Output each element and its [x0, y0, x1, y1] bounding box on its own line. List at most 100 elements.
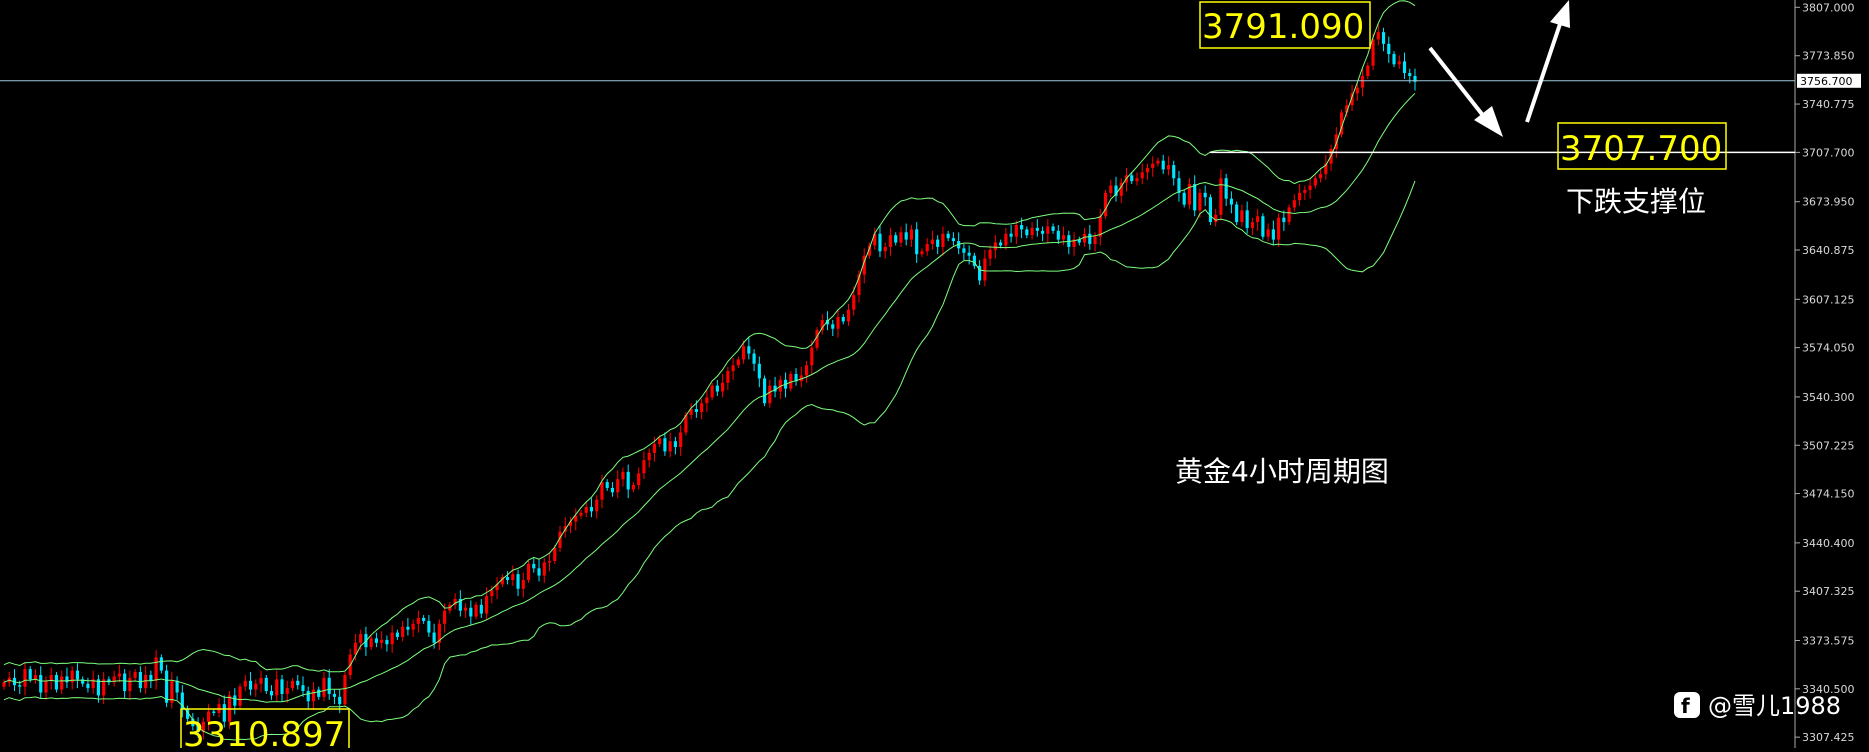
candle — [768, 385, 772, 404]
candle — [479, 604, 483, 614]
candle — [1350, 93, 1354, 106]
candle — [621, 471, 625, 480]
y-tick-label: 3807.000 — [1802, 1, 1855, 14]
candle — [432, 632, 436, 643]
candle — [1182, 192, 1186, 205]
candle — [170, 680, 174, 703]
candle — [1397, 61, 1401, 65]
y-tick-label: 3640.875 — [1802, 244, 1855, 257]
candle — [710, 385, 714, 398]
candle — [1324, 163, 1328, 174]
candle — [1371, 39, 1375, 66]
candle — [1319, 173, 1323, 179]
candle — [1308, 185, 1312, 190]
candle — [1366, 65, 1370, 76]
candle — [469, 607, 473, 617]
candle — [453, 598, 457, 605]
candle — [123, 673, 127, 692]
candle — [222, 704, 226, 722]
y-tick-label: 3307.425 — [1802, 731, 1855, 744]
candle — [600, 482, 604, 500]
candle — [1035, 227, 1039, 231]
candle — [773, 385, 777, 392]
chart-title: 黄金4小时周期图 — [1175, 455, 1389, 488]
candle — [715, 385, 719, 392]
candle — [1198, 192, 1202, 211]
candle — [133, 672, 137, 678]
candle — [112, 676, 116, 683]
y-tick-label: 3440.400 — [1802, 537, 1855, 550]
candle — [1135, 178, 1139, 182]
candle — [301, 685, 305, 692]
candle — [212, 711, 216, 713]
candle — [1203, 192, 1207, 198]
bollinger-upper-band — [3, 0, 1416, 673]
candle — [946, 233, 950, 239]
candle — [374, 638, 378, 643]
candle — [794, 374, 798, 382]
candle — [574, 515, 578, 522]
candle — [490, 590, 494, 597]
candle — [1208, 197, 1213, 223]
bollinger-bands-layer — [3, 0, 1416, 741]
candle — [1025, 229, 1029, 236]
candle — [558, 531, 562, 548]
candle — [107, 679, 111, 683]
candle — [380, 639, 384, 643]
candle — [1114, 185, 1118, 196]
candle — [610, 487, 615, 493]
weibo-icon: f — [1674, 692, 1700, 718]
candle — [857, 274, 861, 296]
candle — [673, 441, 677, 448]
candle — [983, 258, 987, 281]
candle — [60, 676, 64, 690]
candle — [495, 584, 499, 591]
candle — [1298, 192, 1302, 201]
candle — [259, 677, 263, 684]
y-tick-label: 3707.700 — [1802, 146, 1855, 159]
candle — [1413, 75, 1417, 82]
candle — [852, 295, 856, 310]
candle — [427, 620, 431, 633]
candle — [33, 674, 38, 680]
candle — [925, 243, 929, 252]
y-tick-label: 3740.775 — [1802, 98, 1855, 111]
y-tick-label: 3540.300 — [1802, 391, 1855, 404]
candle — [1020, 224, 1024, 230]
candle — [804, 365, 809, 376]
candle — [1240, 210, 1244, 223]
candle — [149, 674, 153, 681]
candle — [243, 680, 247, 687]
candle — [642, 460, 646, 474]
candle — [443, 610, 447, 624]
candle — [668, 441, 672, 452]
candle — [915, 229, 919, 255]
candle — [836, 317, 840, 329]
candle — [1161, 160, 1165, 170]
candle — [1271, 229, 1275, 240]
candle — [269, 691, 274, 696]
candle — [1292, 200, 1296, 208]
candle — [700, 403, 704, 412]
candle — [521, 579, 525, 589]
candle — [904, 232, 908, 240]
candle — [825, 319, 830, 325]
candle — [369, 638, 373, 648]
candle — [2, 682, 6, 687]
candle — [1303, 189, 1307, 193]
candle — [1387, 43, 1391, 55]
candle — [385, 639, 389, 645]
candle — [1151, 163, 1155, 169]
candle — [138, 672, 142, 689]
candle — [778, 379, 782, 392]
candle — [637, 473, 641, 486]
support-caption: 下跌支撑位 — [1566, 185, 1706, 218]
watermark-text: @雪儿1988 — [1708, 692, 1841, 720]
high-price-label: 3791.090 — [1202, 7, 1364, 47]
candle — [815, 330, 819, 348]
candle — [841, 317, 845, 322]
candle — [1009, 233, 1013, 237]
candle — [484, 596, 489, 614]
candle — [867, 245, 872, 256]
